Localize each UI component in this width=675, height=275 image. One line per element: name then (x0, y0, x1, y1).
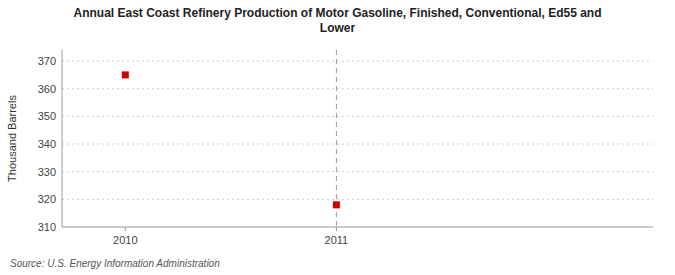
title-line: Annual East Coast Refinery Production of… (73, 6, 601, 20)
x-axis-line (62, 227, 653, 228)
grid-line (62, 171, 653, 172)
x-tick (336, 227, 337, 231)
title-line: Lower (320, 21, 356, 35)
y-tick-label: 320 (38, 193, 56, 205)
point (122, 71, 129, 78)
title: Annual East Coast Refinery Production of… (73, 6, 601, 35)
y-tick-label: 340 (38, 138, 56, 150)
point (333, 201, 340, 208)
y-tick-label: 310 (38, 221, 56, 233)
y-tick-label: 350 (38, 110, 56, 122)
y-tick-label: 370 (38, 55, 56, 67)
reference-line (336, 50, 337, 227)
grid-line (62, 61, 653, 62)
plot-area (122, 50, 340, 227)
source: Source: U.S. Energy Information Administ… (10, 258, 220, 269)
grid-line (62, 144, 653, 145)
y-tick-label: 330 (38, 166, 56, 178)
x-tick (125, 227, 126, 231)
grid-line (62, 199, 653, 200)
x-tick-label: 2010 (113, 234, 137, 246)
grid-line (62, 88, 653, 89)
y-tick-label: 360 (38, 83, 56, 95)
x-tick-label: 2011 (325, 234, 349, 246)
y-axis-line (62, 50, 63, 227)
chart: Annual East Coast Refinery Production of… (0, 0, 675, 275)
y-axis-label: Thousand Barrels (6, 95, 18, 182)
grid-line (62, 116, 653, 117)
